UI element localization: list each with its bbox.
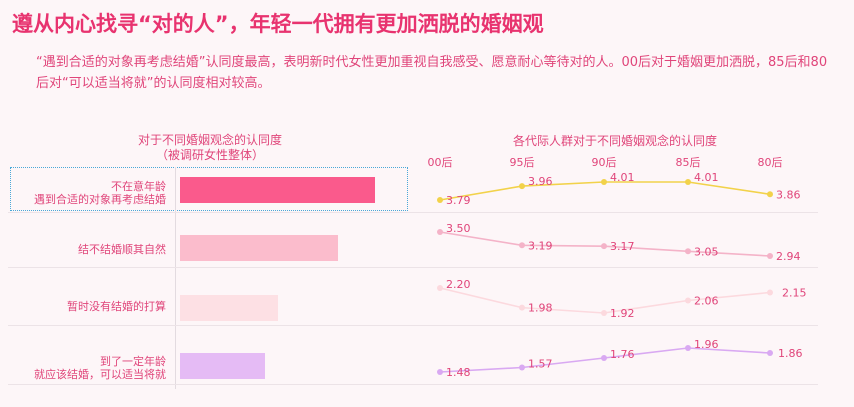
data-point-3-0 [437,369,443,375]
data-point-3-3 [685,345,691,351]
generation-label-0: 00后 [428,156,453,169]
row-label-3: 到了一定年龄 就应该结婚，可以适当将就 [34,355,166,381]
data-label-3-0: 1.48 [446,366,471,379]
data-label-0-0: 3.79 [446,194,471,207]
generation-label-3: 85后 [676,156,701,169]
data-label-1-2: 3.17 [610,240,635,253]
row-label-3-line-0: 到了一定年龄 [100,355,166,368]
generation-label-2: 90后 [592,156,617,169]
bar-0 [180,177,375,203]
data-point-1-1 [519,242,525,249]
data-label-2-3: 2.06 [694,295,719,308]
left-chart-title-line1: 对于不同婚姻观念的认同度 [137,133,282,147]
series-line-2 [439,287,771,314]
data-point-0-1 [519,183,525,190]
data-point-1-4 [767,253,773,259]
data-point-3-2 [601,355,607,361]
row-separator [8,325,818,326]
bar-1 [180,235,338,261]
row-separator [8,212,818,213]
data-point-2-4 [767,289,773,296]
row-label-2: 暂时没有结婚的打算 [67,300,166,313]
generation-label-1: 95后 [510,156,535,169]
row-separator [8,384,818,385]
data-label-3-2: 1.76 [610,348,635,361]
data-label-0-2: 4.01 [610,171,635,184]
data-label-1-3: 3.05 [694,245,719,258]
data-label-0-1: 3.96 [528,175,553,188]
data-label-3-4: 1.86 [778,347,803,360]
left-chart-title: 对于不同婚姻观念的认同度 （被调研女性整体） [110,133,310,163]
data-point-3-1 [519,364,525,371]
row-label-0-line-0: 不在意年龄 [111,180,166,193]
data-label-1-0: 3.50 [446,222,471,235]
data-point-0-4 [767,191,773,198]
bar-2 [180,295,278,321]
data-point-3-4 [767,350,773,356]
page-description: “遇到合适的对象再考虑结婚”认同度最高，表明新时代女性更加重视自我感受、愿意耐心… [36,55,828,91]
data-label-3-3: 1.96 [694,338,719,351]
data-point-0-3 [685,179,691,185]
data-point-1-2 [601,243,607,250]
row-label-0-line-1: 遇到合适的对象再考虑结婚 [34,193,166,206]
row-separator [8,267,818,268]
data-point-1-3 [685,248,691,255]
data-point-0-0 [437,197,443,203]
row-label-1: 结不结婚顺其自然 [78,243,166,256]
row-label-2-line-0: 暂时没有结婚的打算 [67,300,166,313]
page-title: 遵从内心找寻“对的人”，年轻一代拥有更加洒脱的婚姻观 [12,12,544,36]
data-point-2-2 [601,310,607,316]
data-label-3-1: 1.57 [528,358,553,371]
row-label-1-line-0: 结不结婚顺其自然 [78,243,166,256]
row-label-0: 不在意年龄 遇到合适的对象再考虑结婚 [34,180,166,206]
data-point-0-2 [601,179,607,185]
data-point-1-0 [437,229,443,235]
data-point-2-3 [685,297,691,304]
row-label-3-line-1: 就应该结婚，可以适当将就 [34,368,166,381]
data-point-2-1 [519,304,525,311]
left-chart-title-line2: （被调研女性整体） [155,148,264,162]
bar-3 [180,353,265,379]
data-label-0-3: 4.01 [694,171,719,184]
data-point-2-0 [437,285,443,291]
right-chart-title: 各代际人群对于不同婚姻观念的认同度 [512,134,717,148]
data-label-2-2: 1.92 [610,307,635,320]
data-label-2-0: 2.20 [446,278,471,291]
highlight-box [10,167,408,211]
data-label-2-1: 1.98 [528,302,553,315]
data-label-1-4: 2.94 [776,250,801,263]
data-label-0-4: 3.86 [776,188,801,201]
axis-divider [175,167,176,389]
generation-label-4: 80后 [758,156,783,169]
data-label-2-4: 2.15 [782,286,807,299]
data-label-1-1: 3.19 [528,239,553,252]
